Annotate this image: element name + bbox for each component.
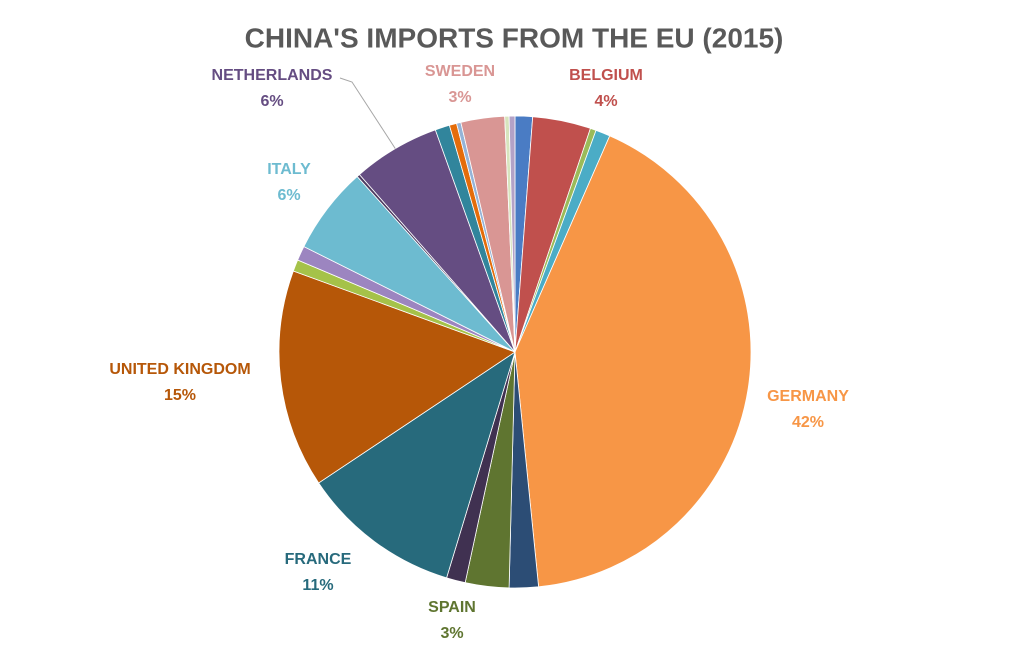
- slice-value-label: 15%: [164, 387, 196, 404]
- slice-value-label: 3%: [448, 89, 471, 106]
- slice-label: FRANCE: [285, 551, 352, 568]
- slice-value-label: 6%: [277, 187, 300, 204]
- slice-label: ITALY: [267, 161, 311, 178]
- slice-label: SPAIN: [428, 599, 476, 616]
- slice-label: GERMANY: [767, 388, 849, 405]
- pie-slice: [514, 135, 752, 588]
- pie-slice: [278, 270, 516, 484]
- chart-title: CHINA'S IMPORTS FROM THE EU (2015): [245, 22, 784, 53]
- pie-slice: [318, 351, 516, 579]
- slice-label: SWEDEN: [425, 63, 495, 80]
- slice-label: NETHERLANDS: [212, 67, 333, 84]
- slice-value-label: 3%: [440, 625, 463, 642]
- slice-label: UNITED KINGDOM: [109, 361, 250, 378]
- pie-slice: [508, 115, 516, 353]
- leader-line: [339, 77, 396, 149]
- slice-label: BELGIUM: [569, 67, 643, 84]
- slice-value-label: 42%: [792, 414, 824, 431]
- slice-value-label: 4%: [594, 93, 617, 110]
- slice-value-label: 11%: [302, 577, 333, 594]
- slice-value-label: 6%: [260, 93, 283, 110]
